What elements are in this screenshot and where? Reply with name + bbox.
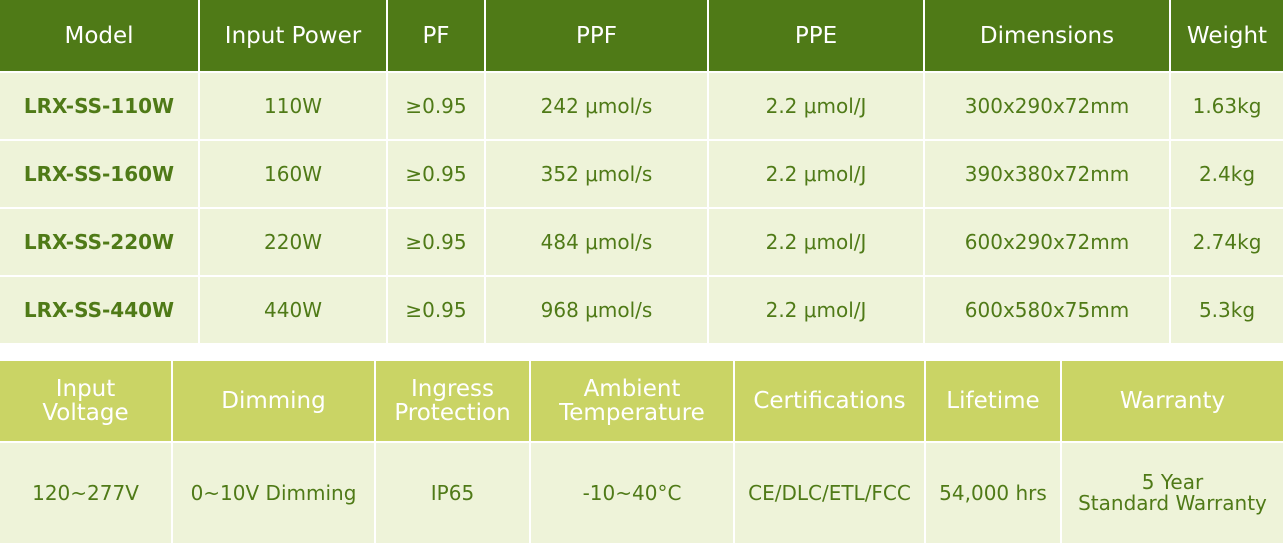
header-certifications: Certifications: [733, 361, 926, 443]
header-line: Temperature: [559, 400, 705, 426]
input-power-cell: 220W: [198, 207, 388, 277]
table-row: LRX-SS-220W 220W ≥0.95 484 μmol/s 2.2 μm…: [0, 207, 1283, 277]
header-ingress-protection: Ingress Protection: [374, 361, 531, 443]
ppf-cell: 352 μmol/s: [484, 139, 709, 209]
weight-cell: 2.74kg: [1169, 207, 1283, 277]
specs-table: Model Input Power PF PPF PPE Dimensions …: [0, 0, 1283, 343]
header-line: Input: [55, 376, 116, 402]
ppf-cell: 484 μmol/s: [484, 207, 709, 277]
table-row: LRX-SS-440W 440W ≥0.95 968 μmol/s 2.2 μm…: [0, 275, 1283, 343]
input-power-cell: 160W: [198, 139, 388, 209]
warranty-cell: 5 Year Standard Warranty: [1060, 441, 1283, 543]
header-warranty: Warranty: [1060, 361, 1283, 443]
header-line: Lifetime: [946, 388, 1040, 414]
model-cell: LRX-SS-440W: [0, 275, 200, 343]
header-ppe: PPE: [707, 0, 925, 73]
dimensions-cell: 600x290x72mm: [923, 207, 1171, 277]
lifetime-cell: 54,000 hrs: [924, 441, 1062, 543]
ppe-cell: 2.2 μmol/J: [707, 139, 925, 209]
certifications-cell: CE/DLC/ETL/FCC: [733, 441, 926, 543]
value-line: 5 Year: [1141, 470, 1204, 494]
value-line: 54,000 hrs: [939, 480, 1047, 505]
weight-cell: 2.4kg: [1169, 139, 1283, 209]
header-dimensions: Dimensions: [923, 0, 1171, 73]
general-specs-table: Input Voltage Dimming Ingress Protection…: [0, 361, 1283, 543]
value-line: Standard Warranty: [1078, 491, 1267, 515]
pf-cell: ≥0.95: [386, 71, 486, 141]
header-line: Ambient: [583, 376, 681, 402]
ppf-cell: 242 μmol/s: [484, 71, 709, 141]
header-lifetime: Lifetime: [924, 361, 1062, 443]
header-input-power: Input Power: [198, 0, 388, 73]
specs-header-row: Model Input Power PF PPF PPE Dimensions …: [0, 0, 1283, 73]
header-model: Model: [0, 0, 200, 73]
ingress-protection-cell: IP65: [374, 441, 531, 543]
pf-cell: ≥0.95: [386, 275, 486, 343]
value-line: CE/DLC/ETL/FCC: [748, 480, 911, 505]
dimensions-cell: 390x380x72mm: [923, 139, 1171, 209]
table-row: 120~277V 0~10V Dimming IP65 -10~40°C CE/…: [0, 441, 1283, 543]
weight-cell: 5.3kg: [1169, 275, 1283, 343]
general-header-row: Input Voltage Dimming Ingress Protection…: [0, 361, 1283, 443]
dimming-cell: 0~10V Dimming: [171, 441, 376, 543]
header-ambient-temperature: Ambient Temperature: [529, 361, 735, 443]
table-row: LRX-SS-160W 160W ≥0.95 352 μmol/s 2.2 μm…: [0, 139, 1283, 209]
value-line: IP65: [430, 480, 475, 505]
value-line: -10~40°C: [582, 480, 682, 505]
ppe-cell: 2.2 μmol/J: [707, 71, 925, 141]
header-pf: PF: [386, 0, 486, 73]
model-cell: LRX-SS-110W: [0, 71, 200, 141]
header-line: Dimming: [221, 388, 326, 414]
ppe-cell: 2.2 μmol/J: [707, 207, 925, 277]
header-dimming: Dimming: [171, 361, 376, 443]
header-line: Voltage: [42, 400, 129, 426]
value-line: 0~10V Dimming: [190, 480, 357, 505]
header-line: Protection: [394, 400, 511, 426]
header-line: Certifications: [753, 388, 906, 414]
input-power-cell: 440W: [198, 275, 388, 343]
ppe-cell: 2.2 μmol/J: [707, 275, 925, 343]
dimensions-cell: 600x580x75mm: [923, 275, 1171, 343]
weight-cell: 1.63kg: [1169, 71, 1283, 141]
input-voltage-cell: 120~277V: [0, 441, 173, 543]
pf-cell: ≥0.95: [386, 139, 486, 209]
header-weight: Weight: [1169, 0, 1283, 73]
header-input-voltage: Input Voltage: [0, 361, 173, 443]
model-cell: LRX-SS-160W: [0, 139, 200, 209]
value-line: 120~277V: [32, 480, 139, 505]
header-line: Ingress: [410, 376, 495, 402]
model-cell: LRX-SS-220W: [0, 207, 200, 277]
header-ppf: PPF: [484, 0, 709, 73]
ambient-temperature-cell: -10~40°C: [529, 441, 735, 543]
ppf-cell: 968 μmol/s: [484, 275, 709, 343]
input-power-cell: 110W: [198, 71, 388, 141]
header-line: Warranty: [1119, 388, 1226, 414]
table-row: LRX-SS-110W 110W ≥0.95 242 μmol/s 2.2 μm…: [0, 71, 1283, 141]
dimensions-cell: 300x290x72mm: [923, 71, 1171, 141]
pf-cell: ≥0.95: [386, 207, 486, 277]
